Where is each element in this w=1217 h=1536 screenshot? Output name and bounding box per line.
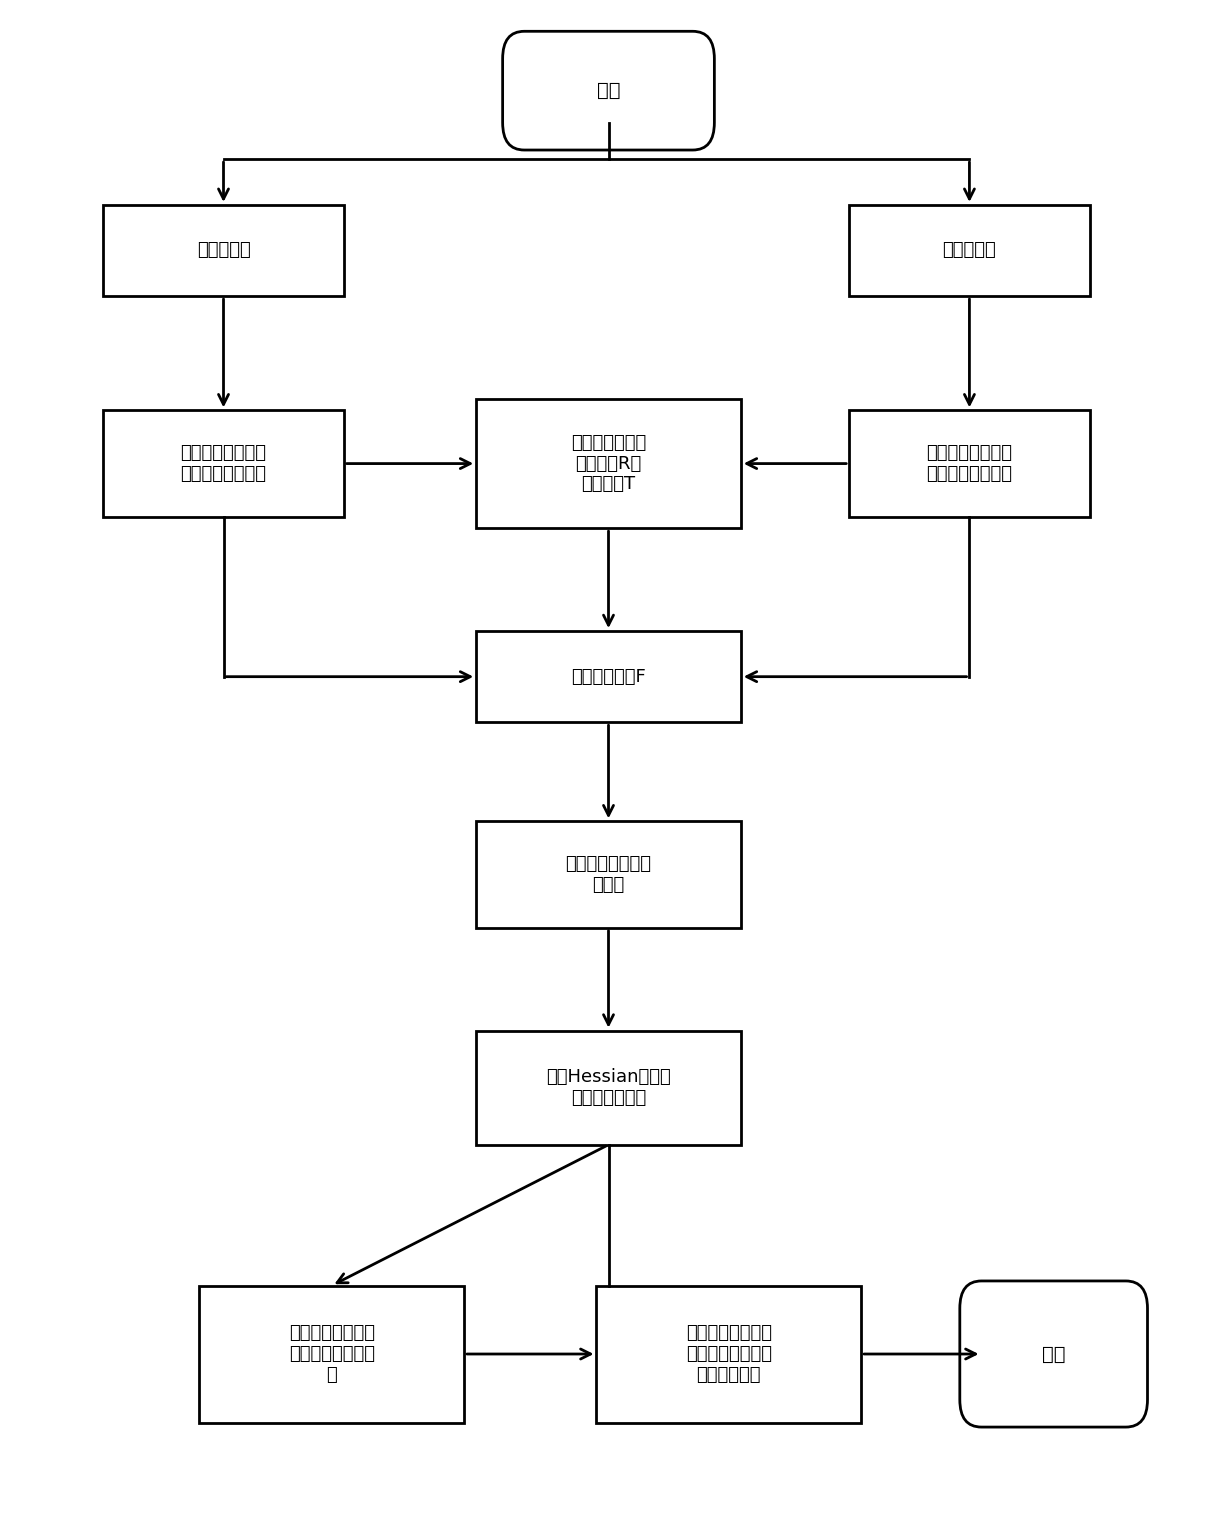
Bar <box>476 631 741 722</box>
Text: 右相机标定: 右相机标定 <box>942 241 997 260</box>
Text: 基于Hessian矩阵法
进行亚像素细化: 基于Hessian矩阵法 进行亚像素细化 <box>546 1068 671 1107</box>
Bar <box>103 410 344 516</box>
Bar <box>200 1286 464 1422</box>
Bar <box>476 822 741 928</box>
Text: 获得右相机内参数
矩阵，外参数矩阵: 获得右相机内参数 矩阵，外参数矩阵 <box>926 444 1013 482</box>
Bar <box>849 204 1089 296</box>
Text: 计算基础基础F: 计算基础基础F <box>571 668 646 685</box>
Text: 计算光条点对应三
维坐标，恢复待测
工件三维轮廓: 计算光条点对应三 维坐标，恢复待测 工件三维轮廓 <box>686 1324 772 1384</box>
Text: 计算左右相机间
旋转矩阵R，
平移向量T: 计算左右相机间 旋转矩阵R， 平移向量T <box>571 433 646 493</box>
FancyBboxPatch shape <box>960 1281 1148 1427</box>
Bar <box>476 399 741 528</box>
Bar <box>103 204 344 296</box>
FancyBboxPatch shape <box>503 31 714 151</box>
Bar <box>476 1031 741 1144</box>
Text: 开始: 开始 <box>596 81 621 100</box>
Bar <box>849 410 1089 516</box>
Bar <box>596 1286 862 1422</box>
Text: 获得左相机内参数
矩阵，外参数矩阵: 获得左相机内参数 矩阵，外参数矩阵 <box>180 444 267 482</box>
Text: 左相机标定: 左相机标定 <box>197 241 251 260</box>
Text: 结束: 结束 <box>1042 1344 1065 1364</box>
Text: 提取像素精度线微
光光条: 提取像素精度线微 光光条 <box>566 856 651 894</box>
Text: 基于极线约束与光
条约束实现光条匹
配: 基于极线约束与光 条约束实现光条匹 配 <box>288 1324 375 1384</box>
